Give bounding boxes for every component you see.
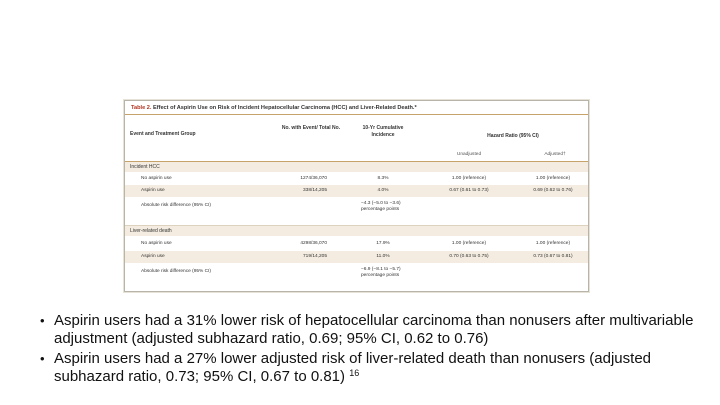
header-adjusted: Adjusted† [544,152,566,157]
risk-diff-value: −4.3 (−5.0 to −3.6) [361,201,401,206]
table-row: Absolute risk difference (95% CI) −6.9 (… [125,266,588,290]
row-label: Absolute risk difference (95% CI) [141,203,212,208]
row-label: No aspirin use [141,241,172,246]
table-row: Absolute risk difference (95% CI) −4.3 (… [125,200,588,224]
table-row: No aspirin use 4298/36,070 17.9% 1.00 (r… [125,238,588,250]
bullet-liver-death: • Aspirin users had a 27% lower adjusted… [40,350,700,385]
row-label: Aspirin use [141,188,165,193]
section-title: Incident HCC [125,162,588,172]
table-row: No aspirin use 1274/36,070 8.3% 1.00 (re… [125,173,588,185]
row-incidence: 11.0% [376,254,390,259]
row-incidence: 8.3% [377,176,389,181]
table-row: Aspirin use 719/14,205 11.0% 0.70 (0.63 … [125,251,588,263]
header-rule [125,161,588,162]
header-count: No. with Event/ Total No. [281,125,341,131]
row-unadjusted: 0.67 (0.61 to 0.73) [449,188,489,193]
risk-diff-value: −6.9 (−8.1 to −5.7) [361,267,401,272]
results-table: Table 2. Effect of Aspirin Use on Risk o… [124,100,589,292]
header-incidence: 10-Yr Cumulative Incidence [362,125,404,138]
row-incidence: −6.9 (−8.1 to −5.7) percentage points [361,267,401,279]
row-label: No aspirin use [141,176,172,181]
header-unadjusted: Unadjusted [456,152,482,157]
row-adjusted: 1.00 (reference) [535,241,571,246]
table-number: Table 2. [131,105,152,111]
bullet-marker: • [40,351,45,366]
row-label: Aspirin use [141,254,165,259]
row-incidence: 4.0% [377,188,389,193]
row-adjusted: 0.73 (0.67 to 0.81) [533,254,573,259]
section-rule [125,225,588,226]
row-unadjusted: 1.00 (reference) [451,241,487,246]
table-title-text: Effect of Aspirin Use on Risk of Inciden… [152,105,417,111]
row-count: 4298/36,070 [300,241,327,246]
row-unadjusted: 1.00 (reference) [451,176,487,181]
risk-diff-unit: percentage points [361,273,400,278]
row-count: 338/14,205 [302,188,327,193]
row-incidence: 17.9% [376,241,390,246]
table-title: Table 2. Effect of Aspirin Use on Risk o… [125,101,588,115]
bullet-text: Aspirin users had a 31% lower risk of he… [54,312,694,347]
row-adjusted: 1.00 (reference) [535,176,571,181]
row-adjusted: 0.69 (0.62 to 0.76) [533,188,573,193]
bullet-text: Aspirin users had a 27% lower adjusted r… [54,350,651,385]
table-row: Aspirin use 338/14,205 4.0% 0.67 (0.61 t… [125,185,588,197]
bullet-hcc: • Aspirin users had a 31% lower risk of … [40,312,700,347]
row-count: 719/14,205 [302,254,327,259]
bullet-marker: • [40,313,45,328]
row-count: 1274/36,070 [300,176,327,181]
row-incidence: −4.3 (−5.0 to −3.6) percentage points [361,201,401,213]
slide-bullets: • Aspirin users had a 31% lower risk of … [40,312,700,388]
risk-diff-unit: percentage points [361,207,400,212]
header-group: Event and Treatment Group [130,131,196,137]
row-label: Absolute risk difference (95% CI) [141,269,212,274]
row-unadjusted: 0.70 (0.63 to 0.75) [449,254,489,259]
citation-superscript: 16 [349,367,360,378]
section-title: Liver-related death [125,226,588,236]
header-hazard: Hazard Ratio (95% CI) [487,133,539,139]
